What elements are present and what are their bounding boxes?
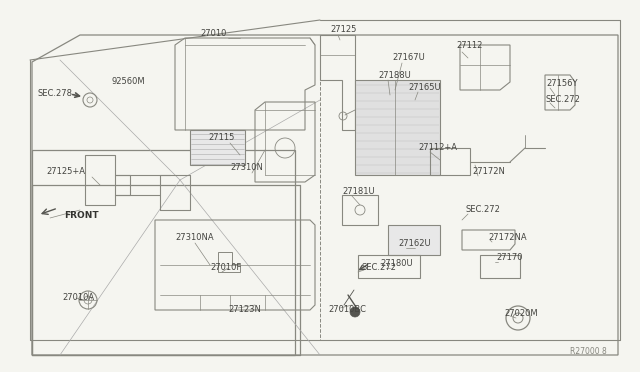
Text: 27310N: 27310N (230, 164, 263, 173)
Text: 27310NA: 27310NA (175, 234, 214, 243)
Circle shape (350, 307, 360, 317)
Text: 27010BC: 27010BC (328, 305, 366, 314)
Text: 27010F: 27010F (210, 263, 241, 273)
Text: SEC.272: SEC.272 (546, 96, 581, 105)
Text: 27112+A: 27112+A (418, 144, 457, 153)
Text: 27010A: 27010A (62, 294, 94, 302)
Text: 27181U: 27181U (342, 187, 374, 196)
Text: 27125+A: 27125+A (46, 167, 85, 176)
Text: 27123N: 27123N (228, 305, 261, 314)
Text: 27125: 27125 (330, 26, 356, 35)
Text: 27020M: 27020M (504, 310, 538, 318)
Polygon shape (355, 80, 440, 175)
Text: 27010: 27010 (200, 29, 227, 38)
Text: FRONT: FRONT (64, 212, 99, 221)
Text: 27162U: 27162U (398, 240, 431, 248)
Text: 27115: 27115 (208, 134, 234, 142)
Text: SEC.272: SEC.272 (466, 205, 501, 215)
Text: SEC.272: SEC.272 (362, 263, 397, 273)
Polygon shape (388, 225, 440, 255)
Text: 27112: 27112 (456, 42, 483, 51)
Text: SEC.278: SEC.278 (38, 90, 73, 99)
Text: 92560M: 92560M (112, 77, 146, 87)
Text: 27180U: 27180U (380, 260, 413, 269)
Text: 27172NA: 27172NA (488, 234, 527, 243)
Text: 27188U: 27188U (378, 71, 411, 80)
Text: R27000 8: R27000 8 (570, 347, 607, 356)
Text: 27165U: 27165U (408, 83, 440, 93)
Text: 27170: 27170 (496, 253, 522, 263)
Text: 27172N: 27172N (472, 167, 505, 176)
Text: 27167U: 27167U (392, 54, 425, 62)
Polygon shape (190, 130, 245, 165)
Text: 27156Y: 27156Y (546, 80, 577, 89)
